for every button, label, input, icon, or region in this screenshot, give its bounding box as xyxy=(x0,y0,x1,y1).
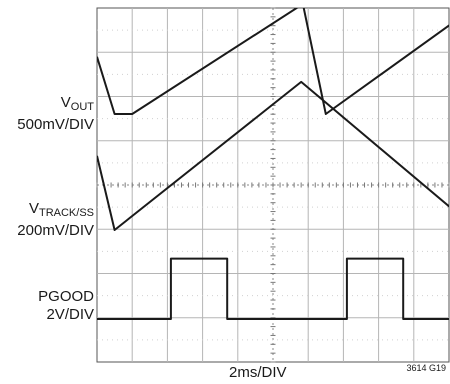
pgood-trace xyxy=(97,257,449,320)
vout-label: VOUT 500mV/DIV xyxy=(17,94,94,133)
vtrack-label: VTRACK/SS 200mV/DIV xyxy=(17,200,94,239)
vtrack-scale: 200mV/DIV xyxy=(17,222,94,239)
waveform-traces xyxy=(97,8,449,320)
trace-group xyxy=(97,8,449,320)
vout-scale: 500mV/DIV xyxy=(17,116,94,133)
graticule-grid xyxy=(96,7,450,363)
pgood-scale: 2V/DIV xyxy=(46,306,94,323)
figure-id: 3614 G19 xyxy=(406,363,446,373)
pgood-label: PGOOD 2V/DIV xyxy=(38,288,94,323)
vout-trace xyxy=(97,8,449,115)
timebase-label: 2ms/DIV xyxy=(229,364,287,381)
vtrack-trace xyxy=(97,80,449,231)
